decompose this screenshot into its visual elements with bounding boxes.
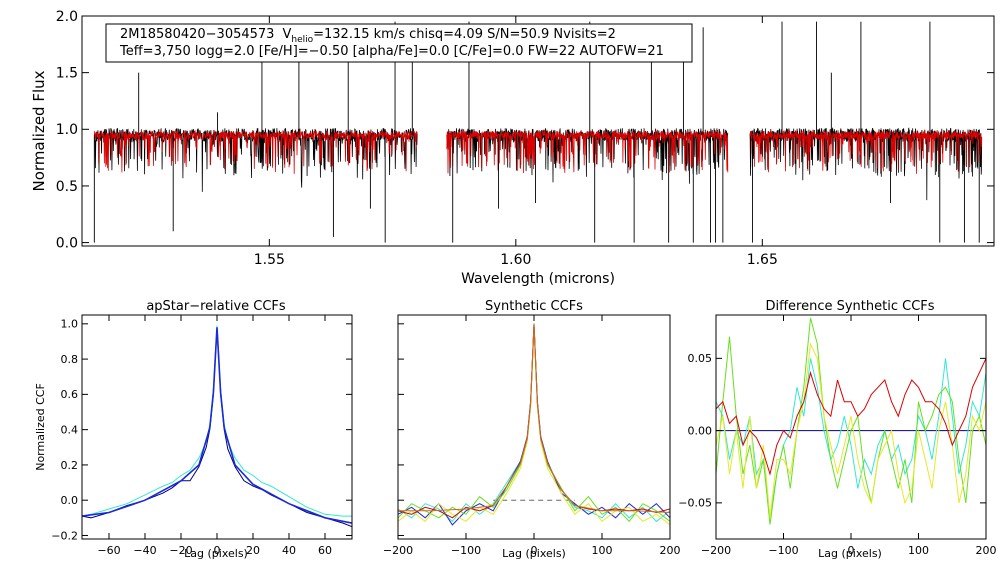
info-box-line-2: Teff=3,750 logg=2.0 [Fe/H]=−0.50 [alpha/… <box>119 44 664 59</box>
spectrum-info-box: 2M18580420−3054573 Vhelio=132.15 km/s chi… <box>105 23 693 63</box>
difference-ccf-axes: −200 −100 0 100 200 −0.05 0.00 0.05 <box>678 315 997 557</box>
apstar-ccf-axes: −60 −40 −20 0 20 40 60 −0.2 0.0 0.2 0.4 0.6 0.8 1.0 <box>51 315 352 557</box>
y-tick-label: 1.0 <box>56 122 78 138</box>
x-tick-label: −200 <box>701 544 731 557</box>
x-tick-label: 100 <box>592 544 613 557</box>
apstar-ccf-panel: apStar−relative CCFs −60 −40 −20 0 20 40 60 −0.… <box>34 299 353 560</box>
synthetic-ccf-panel: Synthetic CCFs −200 −100 0 100 200 Lag (pixe… <box>383 299 681 560</box>
y-tick-label: 0.4 <box>61 423 79 436</box>
synthetic-ccf-x-axis-title: Lag (pixels) <box>502 547 566 560</box>
x-tick-label: 0 <box>214 544 221 557</box>
difference-ccf-panel: Difference Synthetic CCFs −200 −100 0 100 20… <box>678 299 996 560</box>
y-tick-label: −0.05 <box>678 497 712 510</box>
apstar-ccf-x-axis-title: Lag (pixels) <box>184 547 248 560</box>
model-spectrum-chip-2 <box>446 129 729 174</box>
difference-ccf-x-axis-title: Lag (pixels) <box>818 547 882 560</box>
synthetic-ccf-marks <box>398 323 670 526</box>
x-tick-label: 20 <box>246 544 260 557</box>
spectrum-y-axis-title: Normalized Flux <box>30 70 48 191</box>
y-tick-label: 0.2 <box>61 459 79 472</box>
synthetic-ccf-axes: −200 −100 0 100 200 <box>383 315 681 557</box>
v-helio-subscript: helio <box>291 35 313 45</box>
ccf-series-visit-4 <box>716 358 986 476</box>
ccf-series-visit-1 <box>716 358 986 518</box>
x-tick-label: 1.65 <box>747 252 778 268</box>
v-helio-label: V <box>282 27 291 42</box>
info-box-line-1: 2M18580420−3054573 Vhelio=132.15 km/s chi… <box>120 27 616 45</box>
y-tick-label: 2.0 <box>56 9 78 25</box>
ccf-series-combined <box>82 327 352 524</box>
x-tick-label: −200 <box>383 544 413 557</box>
synthetic-ccf-title: Synthetic CCFs <box>485 299 583 314</box>
spectrum-axes: 1.55 1.60 1.65 0.0 0.5 1.0 1.5 2.0 <box>56 9 994 268</box>
y-tick-label: 1.5 <box>56 66 78 82</box>
spectrum-x-axis-title: Wavelength (microns) <box>461 271 615 287</box>
x-tick-label: 0 <box>531 544 538 557</box>
ccf-series-visit-3 <box>716 342 986 518</box>
x-tick-label: −100 <box>451 544 481 557</box>
difference-ccf-marks <box>716 317 986 525</box>
x-tick-label: −40 <box>133 544 156 557</box>
y-tick-label: −0.2 <box>51 529 78 542</box>
apstar-ccf-title: apStar−relative CCFs <box>146 299 286 314</box>
y-tick-label: 0.0 <box>61 494 79 507</box>
x-tick-label: 100 <box>908 544 929 557</box>
x-tick-label: 0 <box>848 544 855 557</box>
x-tick-label: −20 <box>169 544 192 557</box>
model-spectrum-chip-3 <box>749 130 983 174</box>
info-box-frame <box>105 23 693 63</box>
star-id: 2M18580420−3054573 <box>120 27 274 42</box>
x-tick-label: 40 <box>282 544 296 557</box>
x-tick-label: 1.60 <box>500 252 531 268</box>
apstar-ccf-marks <box>82 325 352 528</box>
y-tick-label: 0.6 <box>61 388 79 401</box>
apstar-ccf-y-axis-title: Normalized CCF <box>34 383 47 471</box>
x-tick-label: 1.55 <box>254 252 285 268</box>
y-tick-label: 0.8 <box>61 353 79 366</box>
info-box-stats: =132.15 km/s chisq=4.09 S/N=50.9 Nvisits… <box>313 27 616 42</box>
x-tick-label: 200 <box>976 544 997 557</box>
x-tick-label: −100 <box>768 544 798 557</box>
x-tick-label: 200 <box>660 544 681 557</box>
y-tick-label: 0.0 <box>56 236 78 252</box>
model-spectrum-chip-1 <box>93 129 418 174</box>
x-tick-label: −60 <box>97 544 120 557</box>
y-tick-label: 0.00 <box>688 424 713 437</box>
ccf-series-visit-1 <box>82 325 352 517</box>
spectrum-plot-frame <box>81 15 995 247</box>
y-tick-label: 0.05 <box>688 352 713 365</box>
y-tick-label: 0.5 <box>56 179 78 195</box>
y-tick-label: 1.0 <box>61 318 79 331</box>
x-tick-label: 60 <box>318 544 332 557</box>
ccf-series-combined <box>398 323 670 513</box>
spectrum-panel: 2M18580420−3054573 Vhelio=132.15 km/s chi… <box>30 9 995 287</box>
difference-ccf-title: Difference Synthetic CCFs <box>765 299 934 314</box>
ccf-series-visit-2 <box>716 317 986 525</box>
